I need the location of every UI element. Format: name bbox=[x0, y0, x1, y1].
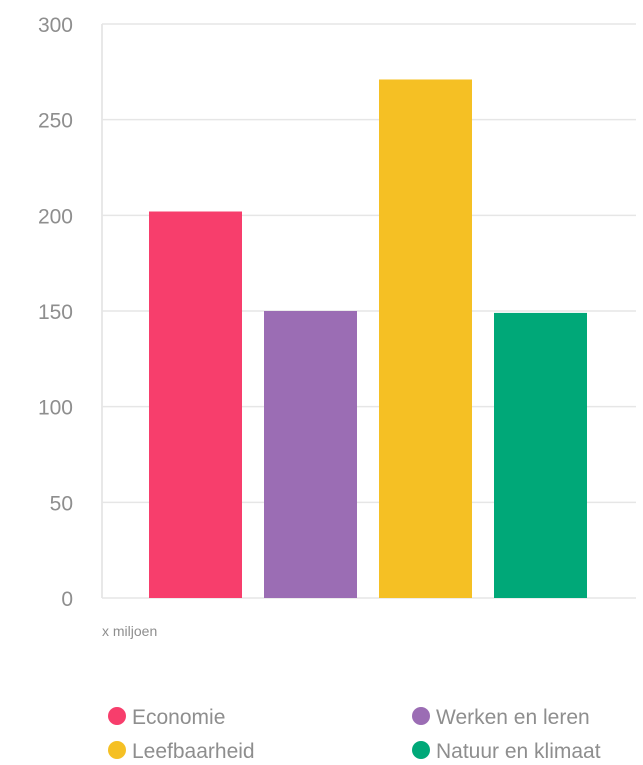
legend-swatch bbox=[412, 707, 430, 725]
bar-economie bbox=[149, 211, 242, 599]
y-tick-label: 200 bbox=[38, 205, 73, 228]
legend-item-economie: Economie bbox=[108, 706, 225, 729]
y-tick-label: 0 bbox=[61, 588, 73, 611]
legend-swatch bbox=[412, 741, 430, 759]
y-tick-label: 150 bbox=[38, 301, 73, 324]
legend-label: Economie bbox=[132, 706, 225, 729]
y-tick-label: 50 bbox=[50, 492, 73, 515]
y-tick-label: 300 bbox=[38, 14, 73, 37]
bar-werken-en-leren bbox=[264, 311, 357, 598]
legend-label: Natuur en klimaat bbox=[436, 740, 601, 763]
legend-label: Werken en leren bbox=[436, 706, 590, 729]
bar-natuur-en-klimaat bbox=[494, 312, 587, 598]
legend-item-leefbaarheid: Leefbaarheid bbox=[108, 740, 255, 763]
bar-leefbaarheid bbox=[379, 79, 472, 598]
y-axis-ticks: 0 50 100 150 200 250 300 bbox=[38, 14, 73, 611]
bars bbox=[149, 79, 587, 599]
legend-item-werken-en-leren: Werken en leren bbox=[412, 706, 590, 729]
y-tick-label: 100 bbox=[38, 397, 73, 420]
legend: Economie Werken en leren Leefbaarheid Natuu… bbox=[108, 706, 601, 763]
legend-item-natuur-en-klimaat: Natuur en klimaat bbox=[412, 740, 601, 763]
unit-label: x miljoen bbox=[102, 623, 157, 639]
legend-swatch bbox=[108, 741, 126, 759]
y-tick-label: 250 bbox=[38, 110, 73, 133]
legend-swatch bbox=[108, 707, 126, 725]
legend-label: Leefbaarheid bbox=[132, 740, 255, 763]
